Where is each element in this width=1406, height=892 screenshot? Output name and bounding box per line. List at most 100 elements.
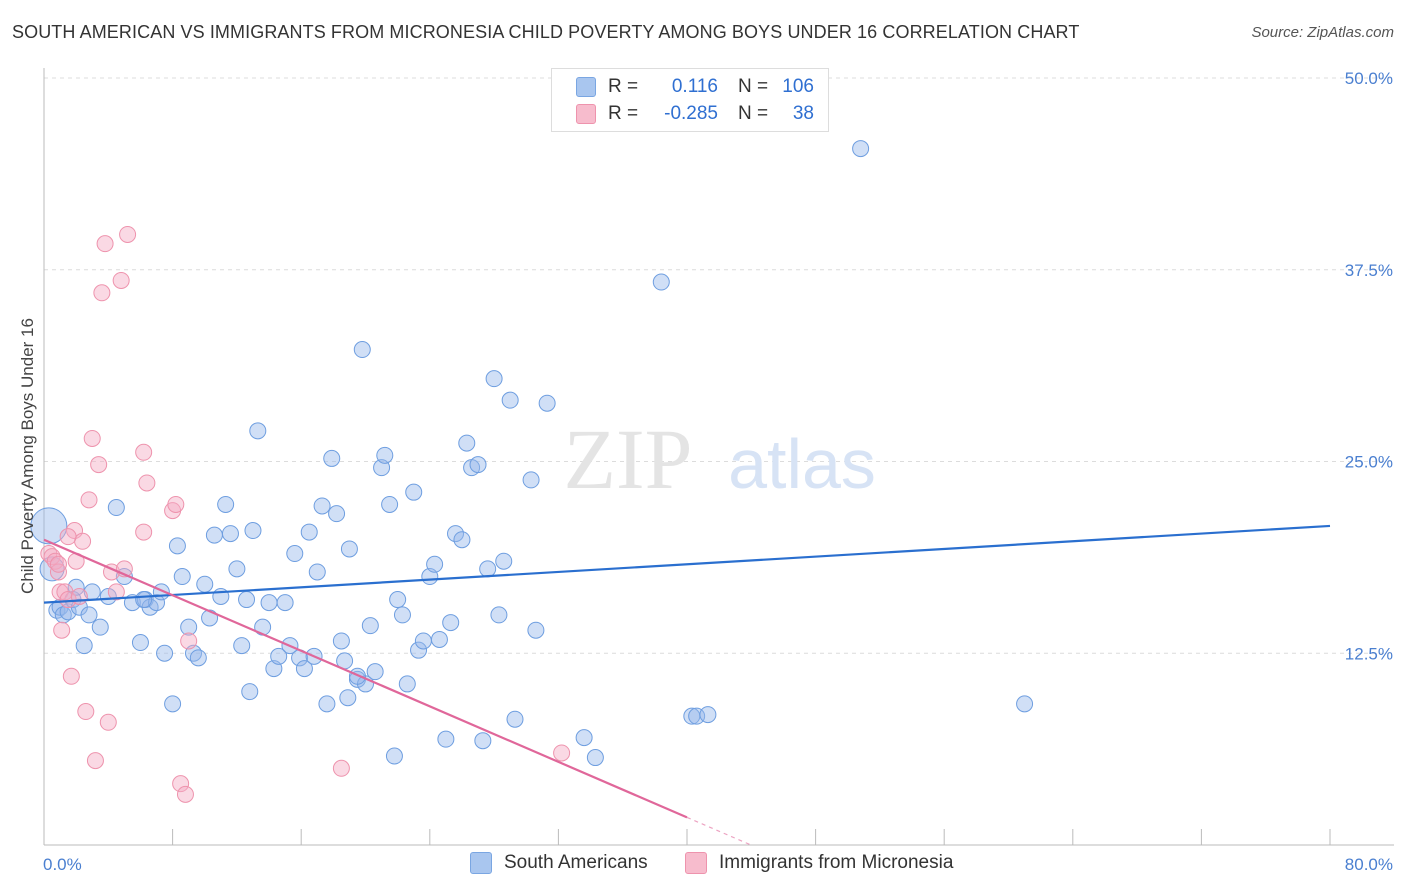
data-point-south-americans [318, 695, 336, 713]
axes [43, 68, 1394, 846]
legend-item-south-americans: South Americans [470, 852, 648, 874]
data-point-micronesia [83, 429, 101, 447]
y-tick-label: 25.0% [1345, 453, 1393, 472]
data-point-south-americans [506, 710, 524, 728]
data-point-south-americans [442, 614, 460, 632]
legend-swatch-blue [470, 852, 492, 874]
data-point-south-americans [233, 637, 251, 655]
data-point-south-americans [376, 446, 394, 464]
data-point-micronesia [96, 235, 114, 253]
data-point-south-americans [437, 730, 455, 748]
data-point-micronesia [86, 752, 104, 770]
data-point-south-americans [323, 449, 341, 467]
data-point-south-americans [217, 495, 235, 513]
watermark: ZIP atlas [564, 411, 876, 507]
data-point-south-americans [453, 531, 471, 549]
n-value: 38 [792, 103, 814, 124]
data-point-micronesia [112, 271, 130, 289]
data-point-south-americans [270, 647, 288, 665]
data-point-south-americans [361, 617, 379, 635]
data-point-south-americans [260, 594, 278, 612]
data-point-micronesia [93, 284, 111, 302]
legend-row-micronesia: R = -0.285 N = 38 [576, 102, 814, 126]
data-point-south-americans [458, 434, 476, 452]
data-point-south-americans [238, 591, 256, 609]
data-point-micronesia [553, 744, 571, 762]
data-point-south-americans [575, 729, 593, 747]
data-point-south-americans [447, 525, 465, 543]
data-point-south-americans [135, 591, 153, 609]
data-point-south-americans [381, 495, 399, 513]
legend-item-micronesia: Immigrants from Micronesia [685, 852, 953, 874]
data-point-south-americans [221, 525, 239, 543]
data-point-south-americans [156, 644, 174, 662]
r-label: R = [608, 76, 639, 97]
data-point-micronesia [59, 591, 77, 609]
data-point-micronesia [62, 667, 80, 685]
r-value: -0.285 [664, 103, 718, 124]
data-point-south-americans [328, 505, 346, 523]
data-point-south-americans [410, 641, 428, 659]
data-point-south-americans [189, 649, 207, 667]
source-label: Source: ZipAtlas.com [1251, 24, 1394, 41]
watermark-zip: ZIP [564, 411, 693, 507]
data-point-south-americans [469, 456, 487, 474]
data-point-micronesia [172, 775, 190, 793]
data-point-south-americans [99, 587, 117, 605]
data-point-south-americans [67, 578, 85, 596]
data-point-south-americans [527, 621, 545, 639]
data-point-south-americans [244, 522, 262, 540]
data-point-south-americans [131, 634, 149, 652]
data-point-south-americans [164, 695, 182, 713]
data-point-south-americans [339, 689, 357, 707]
grid [44, 77, 1394, 654]
data-point-micronesia [135, 443, 153, 461]
series-legend: South Americans Immigrants from Micrones… [0, 852, 1406, 878]
data-point-south-americans [308, 563, 326, 581]
data-point-south-americans [490, 606, 508, 624]
data-point-south-americans [148, 594, 166, 612]
r-value: 0.116 [671, 76, 718, 97]
data-point-south-americans [241, 683, 259, 701]
data-point-south-americans [852, 140, 870, 158]
data-point-south-americans [168, 537, 186, 555]
data-point-south-americans [538, 394, 556, 412]
trendlines [43, 524, 1331, 846]
legend-swatch-blue [576, 77, 596, 97]
data-point-micronesia [107, 583, 125, 601]
data-point-south-americans [75, 637, 93, 655]
data-point-micronesia [59, 528, 77, 546]
data-point-south-americans [228, 560, 246, 578]
data-point-south-americans [313, 497, 331, 515]
series-micronesia [40, 225, 571, 803]
data-point-micronesia [80, 491, 98, 509]
chart-title: SOUTH AMERICAN VS IMMIGRANTS FROM MICRON… [12, 22, 1080, 42]
data-point-south-americans [393, 606, 411, 624]
data-point-south-americans [173, 568, 191, 586]
data-point-south-americans [332, 632, 350, 650]
data-point-micronesia [77, 703, 95, 721]
watermark-atlas: atlas [728, 425, 876, 503]
data-point-micronesia [53, 621, 71, 639]
data-point-south-americans [405, 483, 423, 501]
data-point-south-americans [54, 606, 72, 624]
legend-row-south-americans: R = 0.116 N = 106 [576, 75, 814, 99]
data-point-south-americans [652, 273, 670, 291]
y-tick-label: 12.5% [1345, 644, 1393, 663]
data-point-south-americans [276, 594, 294, 612]
data-point-south-americans [80, 606, 98, 624]
data-point-south-americans [522, 471, 540, 489]
data-point-micronesia [332, 759, 350, 777]
data-point-south-americans [180, 618, 198, 636]
n-label: N = [738, 103, 769, 124]
data-point-south-americans [699, 706, 717, 724]
data-point-south-americans [495, 552, 513, 570]
data-point-south-americans [385, 747, 403, 765]
x-tick-label: 80.0% [1345, 855, 1393, 874]
data-point-south-americans [501, 391, 519, 409]
series-south-americans [30, 140, 1034, 767]
data-point-south-americans [353, 341, 371, 359]
tick-labels: 12.5% 25.0% 37.5% 50.0% 0.0% 80.0% [43, 69, 1393, 874]
data-point-micronesia [176, 785, 194, 803]
